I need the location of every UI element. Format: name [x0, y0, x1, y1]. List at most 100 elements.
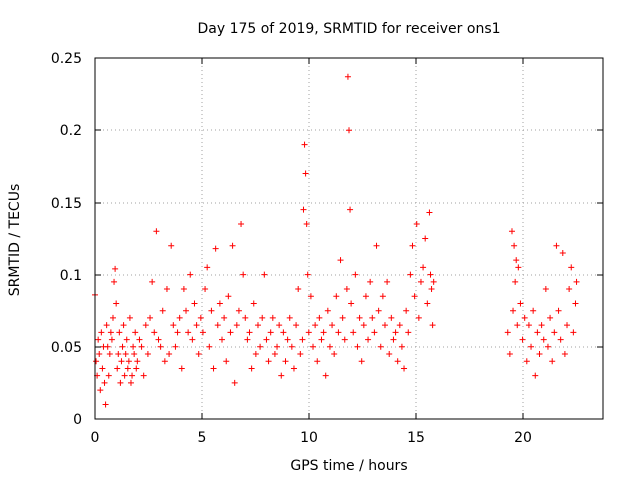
data-point [561, 351, 568, 358]
data-point [568, 264, 575, 271]
data-point [151, 329, 158, 336]
data-point [134, 358, 141, 365]
data-points [92, 73, 580, 408]
data-point [553, 242, 560, 249]
y-tick-label-0.2: 0.2 [60, 123, 82, 139]
y-tick-label-0.1: 0.1 [60, 268, 82, 284]
data-point [341, 336, 348, 343]
data-point [310, 343, 317, 350]
data-point [133, 365, 140, 372]
data-point [235, 307, 242, 314]
data-point [246, 329, 253, 336]
data-point [523, 358, 530, 365]
data-point [166, 351, 173, 358]
data-point [244, 336, 251, 343]
data-point [318, 336, 325, 343]
data-point [540, 336, 547, 343]
data-point [343, 286, 350, 293]
data-point [138, 343, 145, 350]
data-point [347, 206, 354, 213]
data-point [140, 372, 147, 379]
data-point [314, 358, 321, 365]
data-point [161, 358, 168, 365]
data-point [109, 314, 116, 321]
data-point [381, 322, 388, 329]
data-point [96, 351, 103, 358]
data-point [573, 278, 580, 285]
data-point [212, 245, 219, 252]
data-point [131, 351, 138, 358]
data-point [195, 351, 202, 358]
data-point [163, 286, 170, 293]
data-point [119, 343, 126, 350]
data-point [299, 336, 306, 343]
data-point [231, 379, 238, 386]
data-point [413, 221, 420, 228]
data-point [286, 314, 293, 321]
data-point [172, 343, 179, 350]
data-point [506, 351, 513, 358]
data-point [513, 257, 520, 264]
data-point [106, 351, 113, 358]
data-point [248, 365, 255, 372]
data-point [276, 322, 283, 329]
data-point [112, 265, 119, 272]
data-point [538, 322, 545, 329]
data-point [225, 293, 232, 300]
data-point [282, 358, 289, 365]
data-point [426, 209, 433, 216]
data-point [362, 293, 369, 300]
data-point [288, 343, 295, 350]
y-tick-labels: 0 0.05 0.1 0.15 0.2 0.25 [51, 51, 82, 428]
data-point [559, 249, 566, 256]
data-point [159, 307, 166, 314]
data-point [295, 286, 302, 293]
data-point [280, 329, 287, 336]
data-point [129, 372, 136, 379]
data-point [157, 343, 164, 350]
data-point [547, 314, 554, 321]
data-point [305, 329, 312, 336]
data-point [390, 336, 397, 343]
data-point [216, 300, 223, 307]
data-point [512, 278, 519, 285]
data-point [555, 307, 562, 314]
data-point [549, 358, 556, 365]
data-point [210, 365, 217, 372]
data-point [358, 358, 365, 365]
data-point [269, 314, 276, 321]
data-point [322, 372, 329, 379]
data-point [113, 300, 120, 307]
x-tick-label-20: 20 [514, 430, 532, 446]
data-point [101, 379, 108, 386]
data-point [174, 329, 181, 336]
data-point [267, 329, 274, 336]
data-point [193, 322, 200, 329]
data-point [307, 293, 314, 300]
data-point [111, 278, 118, 285]
data-point [407, 271, 414, 278]
chart-title: Day 175 of 2019, SRMTID for receiver ons… [197, 21, 500, 37]
data-point [570, 329, 577, 336]
data-point [120, 322, 127, 329]
data-point [121, 372, 128, 379]
data-point [409, 242, 416, 249]
plot-frame [94, 57, 604, 420]
data-point [514, 322, 521, 329]
data-point [379, 293, 386, 300]
data-point [214, 322, 221, 329]
data-point [316, 314, 323, 321]
y-tick-label-0: 0 [73, 412, 82, 428]
data-point [350, 329, 357, 336]
data-point [99, 365, 106, 372]
data-point [422, 235, 429, 242]
data-point [144, 351, 151, 358]
data-point [369, 314, 376, 321]
data-point [114, 365, 121, 372]
data-point [415, 314, 422, 321]
data-point [250, 300, 257, 307]
data-point [348, 300, 355, 307]
data-point [430, 278, 437, 285]
data-point [356, 314, 363, 321]
